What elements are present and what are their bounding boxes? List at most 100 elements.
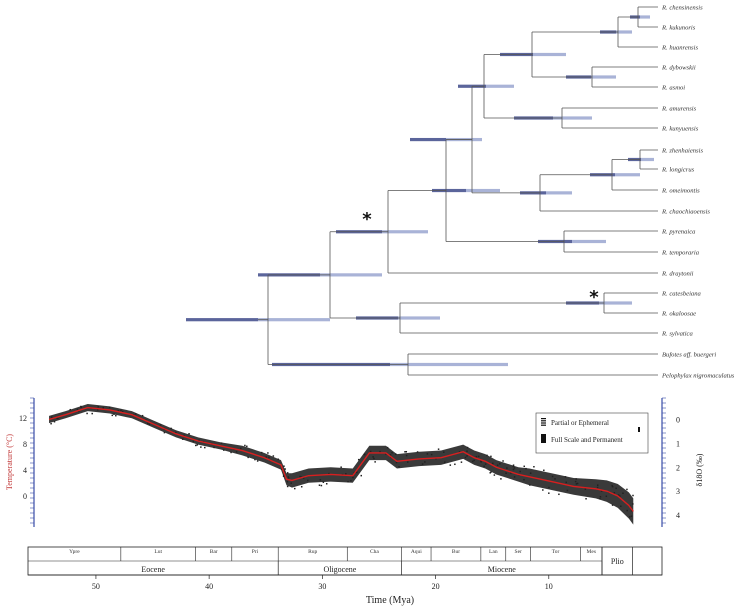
- scatter-point: [287, 476, 290, 478]
- ci-bar-light-g: [641, 157, 654, 162]
- scatter-point: [352, 476, 354, 479]
- stage-label: Aqui: [411, 549, 422, 555]
- scatter-point: [444, 461, 446, 463]
- taxon-label: R. okaloosae: [661, 311, 696, 318]
- scatter-point: [277, 458, 280, 461]
- ci-bar-l: [432, 188, 466, 193]
- scatter-point: [374, 461, 376, 463]
- scatter-point: [492, 462, 494, 465]
- scatter-point: [611, 484, 613, 487]
- scatter-point: [373, 457, 375, 460]
- phylogenetic-tree: R. chensinensis R. kukunoris R. huanrensis…: [186, 5, 734, 380]
- taxon-label: R. temporaria: [661, 250, 700, 257]
- scatter-point: [490, 455, 492, 458]
- scatter-point: [512, 464, 515, 466]
- scatter-point: [302, 477, 305, 479]
- stage-label: Tor: [552, 549, 560, 555]
- taxon-label: R. dybowskii: [661, 65, 696, 72]
- scatter-point: [272, 455, 275, 457]
- scatter-point: [460, 461, 463, 463]
- ci-bar-light-a: [640, 15, 650, 19]
- scatter-point: [484, 463, 487, 465]
- scatter-point: [148, 423, 151, 426]
- scatter-point: [254, 458, 256, 461]
- legend-partial-symbol: [541, 424, 546, 426]
- left-axis-label: Temperature (°C): [5, 434, 14, 491]
- scatter-point: [617, 494, 620, 496]
- scatter-point: [575, 478, 577, 480]
- scatter-point: [576, 482, 579, 485]
- scatter-point: [542, 489, 544, 491]
- scatter-point: [102, 406, 105, 409]
- scatter-point: [159, 424, 162, 426]
- scatter-point: [286, 472, 289, 474]
- scatter-point: [599, 498, 601, 500]
- scatter-point: [134, 413, 137, 415]
- scatter-point: [121, 410, 124, 413]
- legend-marker: [638, 427, 640, 432]
- scatter-point: [395, 453, 397, 455]
- scatter-point: [300, 485, 303, 488]
- scatter-point: [493, 474, 496, 476]
- scatter-point: [76, 408, 79, 410]
- scatter-point: [115, 414, 117, 417]
- scatter-point: [196, 444, 199, 446]
- stage-label: Bur: [452, 549, 460, 555]
- scatter-point: [391, 451, 393, 454]
- scatter-point: [475, 455, 478, 458]
- scatter-point: [490, 471, 492, 473]
- scatter-point: [188, 433, 190, 435]
- scatter-point: [458, 451, 461, 453]
- scatter-point: [618, 495, 621, 497]
- scatter-point: [510, 472, 512, 474]
- scatter-point: [533, 465, 535, 468]
- scatter-point: [615, 487, 617, 490]
- scatter-point: [519, 470, 521, 473]
- stage-label: Mes: [586, 549, 595, 555]
- x-axis-tick-label: 30: [318, 582, 326, 591]
- left-axis-tick-label: 4: [23, 466, 27, 475]
- scatter-point: [320, 484, 323, 487]
- scatter-point: [575, 483, 578, 485]
- scatter-point: [369, 450, 372, 453]
- scatter-point: [548, 492, 550, 494]
- scatter-point: [356, 471, 358, 474]
- scatter-point: [195, 444, 197, 447]
- scatter-point: [163, 431, 166, 434]
- left-axis-tick-label: 8: [23, 440, 27, 449]
- epoch-label: Eocene: [141, 565, 165, 574]
- left-axis-tick-label: 12: [19, 414, 27, 423]
- ci-bar-light-p: [320, 273, 382, 277]
- scatter-point: [141, 414, 144, 417]
- scatter-point: [480, 460, 482, 462]
- scatter-point: [213, 446, 215, 449]
- scatter-point: [630, 515, 633, 517]
- scatter-point: [416, 451, 419, 453]
- scatter-point: [86, 412, 88, 415]
- scatter-point: [53, 420, 56, 423]
- legend-partial-symbol: [541, 420, 546, 422]
- stage-label: Bar: [210, 549, 218, 555]
- scatter-point: [183, 434, 185, 437]
- scatter-point: [454, 463, 456, 466]
- ci-bar-light-c: [591, 75, 616, 79]
- scatter-point: [77, 410, 80, 413]
- stage-label: Lan: [489, 549, 498, 555]
- scatter-point: [265, 456, 267, 458]
- scatter-point: [554, 478, 556, 480]
- scatter-point: [192, 440, 195, 443]
- taxon-label: R. asmoi: [661, 85, 685, 92]
- scatter-point: [282, 475, 285, 477]
- scatter-point: [50, 422, 52, 425]
- stage-label: Ypre: [69, 549, 80, 555]
- scatter-point: [175, 431, 177, 434]
- scatter-point: [529, 472, 532, 474]
- scatter-point: [500, 478, 502, 480]
- scatter-point: [506, 467, 508, 469]
- taxon-label: R. chensinensis: [661, 5, 703, 12]
- taxon-label: R. draytonii: [661, 271, 694, 278]
- scatter-point: [611, 485, 614, 488]
- scatter-point: [443, 451, 445, 453]
- scatter-point: [286, 480, 289, 483]
